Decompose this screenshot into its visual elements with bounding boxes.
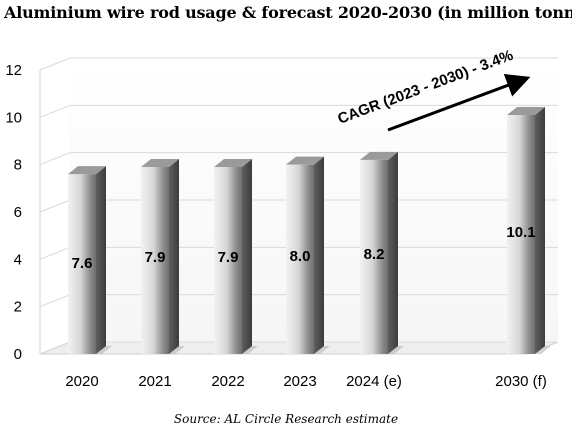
x-tick-label: 2022 bbox=[211, 373, 244, 390]
bar-front bbox=[286, 164, 314, 354]
y-tick-label: 4 bbox=[14, 251, 22, 268]
bar-front bbox=[360, 159, 388, 354]
bar-side bbox=[388, 151, 398, 354]
bar-side bbox=[96, 166, 106, 354]
bar-top bbox=[214, 159, 252, 168]
x-tick-label: 2023 bbox=[283, 373, 316, 390]
cagr-arrow bbox=[387, 74, 531, 132]
x-tick-label: 2024 (e) bbox=[346, 373, 402, 390]
data-labels: 7.6 7.9 7.9 8.0 8.2 10.1 bbox=[72, 224, 536, 272]
data-label: 7.9 bbox=[145, 249, 166, 266]
x-tick-label: 2020 bbox=[65, 373, 98, 390]
bar bbox=[68, 166, 112, 354]
bar-top bbox=[286, 156, 324, 165]
bar-top bbox=[141, 159, 179, 168]
y-tick-label: 8 bbox=[14, 157, 22, 174]
bar bbox=[360, 151, 404, 354]
bar-side bbox=[535, 106, 545, 354]
bar-front bbox=[214, 167, 242, 354]
bar-front bbox=[507, 114, 535, 354]
x-axis: 2020 2021 2022 2023 2024 (e) 2030 (f) bbox=[65, 373, 547, 390]
data-label: 7.6 bbox=[72, 255, 93, 272]
y-tick-label: 12 bbox=[5, 62, 22, 79]
bar bbox=[141, 159, 185, 354]
y-tick-label: 2 bbox=[14, 299, 22, 316]
data-label: 8.0 bbox=[290, 248, 311, 265]
gridline bbox=[39, 57, 558, 71]
bar bbox=[507, 106, 551, 354]
bar-top bbox=[507, 106, 545, 115]
bars bbox=[68, 106, 551, 354]
bar-top bbox=[360, 151, 398, 160]
bar-top bbox=[68, 166, 106, 175]
y-tick-label: 10 bbox=[5, 109, 22, 126]
x-tick-label: 2030 (f) bbox=[495, 373, 547, 390]
bar-side bbox=[169, 159, 179, 354]
y-axis: 0 2 4 6 8 10 12 bbox=[5, 62, 41, 363]
bar-front bbox=[141, 167, 169, 354]
bar-side bbox=[314, 156, 324, 354]
chart-title: Aluminium wire rod usage & forecast 2020… bbox=[4, 3, 572, 22]
bar-front bbox=[68, 174, 96, 354]
source-note: Source: AL Circle Research estimate bbox=[173, 412, 399, 426]
gridline bbox=[39, 104, 558, 118]
x-tick-label: 2021 bbox=[138, 373, 171, 390]
y-tick-label: 0 bbox=[14, 346, 22, 363]
bar-side bbox=[242, 159, 252, 354]
data-label: 8.2 bbox=[364, 246, 385, 263]
bar bbox=[214, 159, 258, 354]
data-label: 7.9 bbox=[218, 249, 239, 266]
bar bbox=[286, 156, 330, 354]
y-tick-label: 6 bbox=[14, 204, 22, 221]
data-label: 10.1 bbox=[506, 224, 535, 241]
